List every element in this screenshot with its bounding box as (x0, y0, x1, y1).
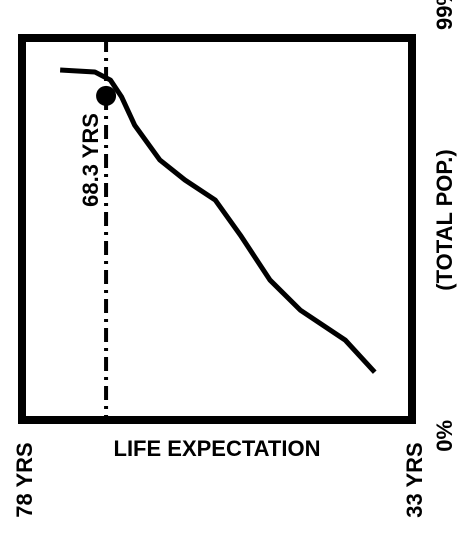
annotation-point (96, 85, 117, 106)
annotation-label: 68.3 YRS (78, 113, 103, 207)
y-axis-label: (TOTAL POP.) (432, 149, 457, 290)
plot-frame (18, 34, 416, 424)
data-line (59, 67, 377, 374)
x-tick-label: 33 YRS (402, 442, 427, 517)
y-tick-label: 0% (432, 420, 457, 452)
x-tick-label: 78 YRS (12, 442, 37, 517)
y-tick-label: 99% (432, 0, 457, 30)
x-axis-label: LIFE EXPECTATION (114, 436, 321, 461)
